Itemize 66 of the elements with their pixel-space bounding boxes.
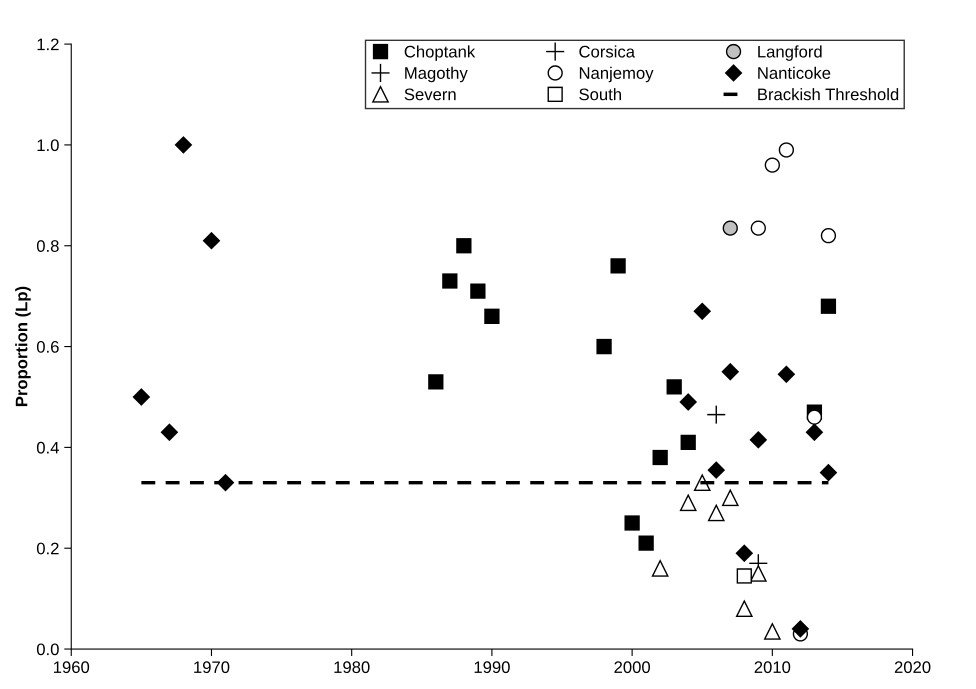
- point: [820, 464, 837, 482]
- point: [820, 298, 836, 314]
- point: [652, 450, 668, 466]
- point: [202, 232, 220, 250]
- point: [820, 228, 836, 244]
- point: [456, 238, 472, 254]
- point: [736, 568, 752, 584]
- point: [722, 220, 738, 236]
- point: [750, 565, 767, 582]
- x-tick-label: 1990: [474, 661, 510, 674]
- point: [706, 404, 726, 424]
- point: [708, 462, 725, 479]
- legend-label: South: [579, 88, 621, 100]
- point: [694, 302, 711, 320]
- legend-label: Magothy: [405, 66, 468, 82]
- point: [722, 363, 739, 380]
- legend-label: Corsica: [579, 45, 636, 58]
- y-tick-label: 0.2: [36, 542, 59, 554]
- legend-label: Nanjemoy: [580, 66, 654, 82]
- point: [666, 379, 682, 395]
- point: [160, 424, 178, 441]
- point: [778, 366, 795, 383]
- legend-label: Langford: [758, 45, 822, 61]
- point: [680, 494, 697, 512]
- point: [428, 374, 444, 390]
- point: [680, 434, 696, 450]
- legend-label: Severn: [404, 88, 456, 100]
- point: [806, 410, 822, 425]
- point: [750, 220, 766, 236]
- point: [624, 515, 640, 531]
- point: [442, 273, 458, 289]
- point: [610, 258, 626, 274]
- y-axis-title: Proportion (Lp): [15, 286, 31, 406]
- x-tick-label: 2000: [614, 661, 650, 674]
- point: [680, 393, 697, 411]
- y-tick-label: 1.0: [38, 139, 59, 152]
- point: [722, 489, 739, 506]
- x-tick-label: 1980: [334, 661, 370, 674]
- point: [132, 388, 150, 406]
- point: [652, 560, 668, 577]
- y-tick-label: 0.8: [36, 240, 59, 252]
- legend-label: Choptank: [404, 45, 476, 61]
- point: [806, 424, 823, 441]
- point: [596, 338, 612, 354]
- y-tick-label: 0.4: [36, 442, 59, 454]
- x-tick-label: 1960: [54, 661, 90, 674]
- point: [750, 431, 767, 448]
- x-tick-label: 1970: [194, 661, 230, 674]
- point: [764, 157, 780, 173]
- point: [792, 620, 809, 638]
- y-tick-label: 0.0: [36, 643, 59, 656]
- y-tick-label: 0.6: [36, 340, 59, 353]
- point: [470, 283, 486, 299]
- x-tick-label: 2010: [754, 661, 790, 674]
- x-tick-label: 2020: [894, 661, 930, 674]
- point: [778, 142, 794, 158]
- point: [484, 308, 500, 324]
- y-tick-label: 1.2: [38, 38, 59, 50]
- point: [736, 600, 753, 618]
- point: [764, 623, 781, 640]
- point: [174, 136, 192, 154]
- legend-label: Brackish Threshold: [758, 88, 898, 100]
- legend-label: Nanticoke: [758, 66, 830, 79]
- point: [736, 544, 753, 562]
- point: [708, 504, 725, 522]
- point: [638, 536, 654, 551]
